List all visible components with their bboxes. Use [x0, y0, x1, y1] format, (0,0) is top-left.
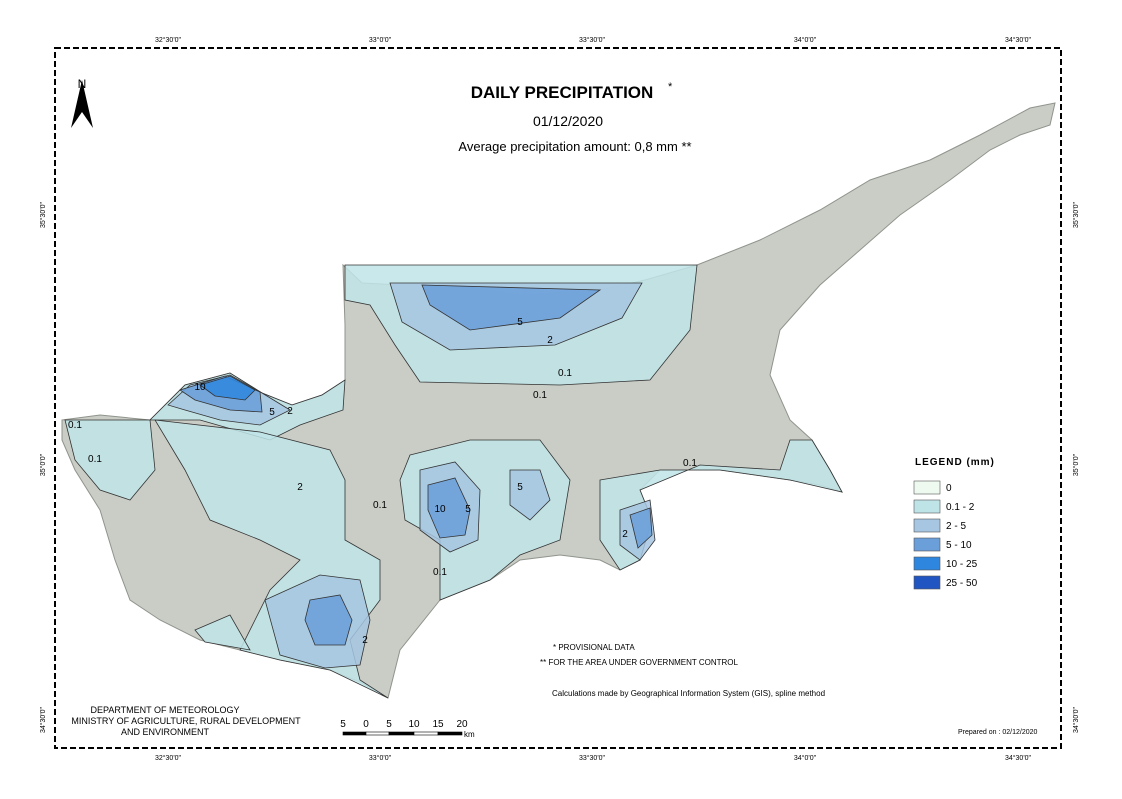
legend-label: 10 - 25 [946, 559, 978, 570]
graticule-label: 35°0'0" [39, 453, 47, 476]
department: AND ENVIRONMENT [121, 727, 210, 737]
precip-zone [629, 507, 653, 549]
scale-segment [365, 731, 390, 736]
graticule-label: 34°30'0" [1005, 754, 1032, 762]
north-arrow [71, 80, 93, 128]
prepared: Prepared on : 02/12/2020 [958, 729, 1038, 736]
precip-zone [199, 375, 256, 401]
contour-label: 0.1 [373, 500, 387, 511]
legend-label: 0 [946, 483, 952, 494]
title-mark: * [668, 81, 673, 93]
precip-zone [64, 419, 156, 501]
contour-label: 0.1 [68, 420, 82, 431]
precip-zones [64, 264, 843, 699]
graticule-label: 33°0'0" [369, 754, 392, 762]
scale-segment [342, 731, 367, 736]
contour-label: 5 [517, 482, 523, 493]
scale-label: 0 [363, 719, 369, 730]
contour-label: 0.1 [433, 567, 447, 578]
legend-label: 2 - 5 [946, 521, 966, 532]
scale-segment [388, 731, 415, 736]
contour-label: 5 [465, 504, 471, 515]
contour-label: 0.1 [683, 458, 697, 469]
note: ** FOR THE AREA UNDER GOVERNMENT CONTROL [540, 658, 739, 667]
scale-label: 10 [408, 719, 420, 730]
precip-zone [599, 439, 843, 571]
legend-swatch [913, 556, 941, 571]
graticule-label: 35°30'0" [39, 201, 47, 228]
contour-label: 0.1 [88, 454, 102, 465]
labels: N DAILY PRECIPITATION * 01/12/2020 Avera… [39, 36, 1080, 762]
precip-zone [427, 477, 471, 539]
scale-label: 5 [340, 719, 346, 730]
precip-zone [421, 284, 602, 331]
graticule-label: 34°30'0" [1072, 706, 1080, 733]
precip-zone [509, 469, 551, 521]
contour-label: 2 [297, 482, 303, 493]
contour-label: 5 [269, 407, 275, 418]
legend-label: 5 - 10 [946, 540, 972, 551]
contour-label: 2 [622, 529, 628, 540]
department: DEPARTMENT OF METEOROLOGY [90, 705, 239, 715]
contour-label: 2 [287, 406, 293, 417]
legend-label: 0.1 - 2 [946, 502, 975, 513]
scale-segment [437, 731, 463, 736]
legend-swatch [913, 537, 941, 552]
graticule-label: 32°30'0" [155, 754, 182, 762]
legend-label: 25 - 50 [946, 578, 978, 589]
scale-segment [413, 731, 439, 736]
contour-label: 2 [362, 635, 368, 646]
date: 01/12/2020 [533, 113, 603, 129]
scale-unit: km [464, 730, 475, 739]
precip-zone [194, 614, 251, 651]
map-frame [54, 47, 1062, 749]
graticule-label: 34°0'0" [794, 36, 817, 44]
department: MINISTRY OF AGRICULTURE, RURAL DEVELOPME… [71, 716, 301, 726]
legend-swatch [913, 480, 941, 495]
contour-label: 0.1 [533, 390, 547, 401]
graticule-label: 34°0'0" [794, 754, 817, 762]
graticule-label: 33°0'0" [369, 36, 392, 44]
title: DAILY PRECIPITATION [471, 83, 654, 102]
note: * PROVISIONAL DATA [553, 643, 635, 652]
note: Calculations made by Geographical Inform… [552, 689, 825, 698]
graticule-label: 33°30'0" [579, 36, 606, 44]
contour-label: 2 [547, 335, 553, 346]
legend-title: LEGEND (mm) [915, 457, 995, 468]
graticule-label: 34°30'0" [39, 706, 47, 733]
legend-swatch [913, 575, 941, 590]
graticule-label: 32°30'0" [155, 36, 182, 44]
scale-label: 20 [456, 719, 468, 730]
scale-label: 15 [432, 719, 444, 730]
legend-swatch [913, 518, 941, 533]
graticule-label: 33°30'0" [579, 754, 606, 762]
contour-label: 5 [517, 317, 523, 328]
contour-label: 0.1 [558, 368, 572, 379]
contour-label: 10 [194, 382, 206, 393]
average: Average precipitation amount: 0,8 mm ** [458, 139, 691, 154]
legend-swatch [913, 499, 941, 514]
precip-zone [304, 594, 353, 646]
north-label: N [78, 77, 87, 91]
graticule-label: 35°30'0" [1072, 201, 1080, 228]
graticule-label: 35°0'0" [1072, 453, 1080, 476]
contour-label: 10 [434, 504, 446, 515]
graticule-label: 34°30'0" [1005, 36, 1032, 44]
scale-label: 5 [386, 719, 392, 730]
